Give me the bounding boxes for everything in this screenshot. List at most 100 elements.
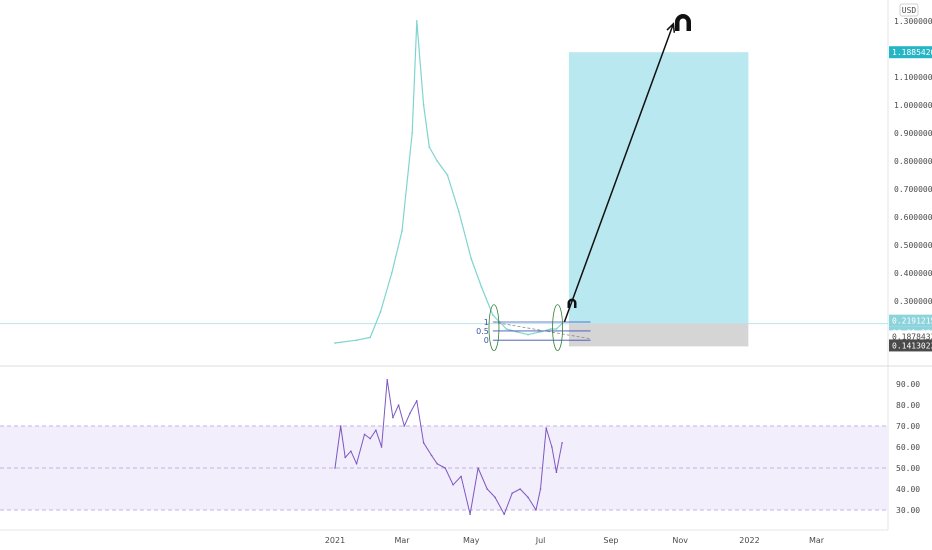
price-point xyxy=(555,328,558,330)
rsi-point xyxy=(511,492,513,495)
time-tick-label: 2022 xyxy=(739,536,759,545)
level-price-tag-bg[interactable] xyxy=(889,330,932,343)
rsi-point xyxy=(436,463,439,465)
price-point xyxy=(428,146,431,148)
rsi-point xyxy=(519,488,521,490)
projection-arrow[interactable] xyxy=(563,23,675,323)
rsi-point xyxy=(535,509,537,511)
rsi-point xyxy=(397,404,400,406)
time-tick-label: Sep xyxy=(603,536,618,545)
price-tick-label: 0.30000000 xyxy=(894,297,932,306)
rsi-point xyxy=(350,450,352,453)
rsi-point xyxy=(355,463,358,465)
price-tick-label: 0.40000000 xyxy=(894,269,932,278)
rsi-axis[interactable]: 90.00 80.00 70.00 60.00 50.00 40.00 30.00 xyxy=(896,380,920,515)
stop-zone[interactable] xyxy=(568,323,749,347)
price-tick-label: 1.10000000 xyxy=(894,73,932,82)
currency-label: USD xyxy=(902,6,917,15)
low-price-tag: 0.14130231 xyxy=(892,341,932,350)
price-point xyxy=(422,104,425,106)
price-pane[interactable]: 10.50 xyxy=(0,20,888,352)
rsi-tick-label: 70.00 xyxy=(896,422,920,431)
price-point xyxy=(379,311,382,314)
target-zone[interactable] xyxy=(568,52,749,324)
price-point xyxy=(369,336,372,339)
rsi-point xyxy=(545,427,548,429)
rsi-point xyxy=(334,467,336,469)
price-tick-label: 1.30000000 xyxy=(894,17,932,26)
price-point xyxy=(355,339,358,342)
rsi-point xyxy=(415,400,418,402)
rsi-point xyxy=(561,442,563,444)
target-price-tag: 1.18854201 xyxy=(892,48,932,57)
price-point xyxy=(505,328,508,330)
rsi-point xyxy=(494,496,496,499)
price-axis[interactable]: 1.30000000 1.10000000 1.00000000 0.90000000… xyxy=(889,17,932,352)
price-point xyxy=(415,20,418,22)
time-tick-label: 2021 xyxy=(325,536,345,545)
rsi-point xyxy=(409,412,411,415)
rsi-point xyxy=(527,496,529,499)
price-point xyxy=(390,272,393,274)
rsi-tick-label: 60.00 xyxy=(896,443,920,452)
rsi-point xyxy=(380,446,383,448)
price-point xyxy=(491,314,494,316)
rsi-tick-label: 40.00 xyxy=(896,485,920,494)
rsi-point xyxy=(503,513,506,515)
level-price-tag: 0.18784338 xyxy=(892,332,932,341)
fib-level-label: 1 xyxy=(484,318,489,327)
price-point xyxy=(470,258,473,260)
price-point xyxy=(527,333,529,336)
rsi-point xyxy=(392,416,394,419)
rsi-tick-label: 50.00 xyxy=(896,464,920,473)
price-point xyxy=(446,174,449,176)
current-price-tag: 0.21912157 xyxy=(892,317,932,326)
price-tick-label: 0.70000000 xyxy=(894,185,932,194)
rsi-point xyxy=(363,433,366,436)
price-tick-label: 0.50000000 xyxy=(894,241,932,250)
rsi-tick-label: 90.00 xyxy=(896,380,920,389)
price-point xyxy=(401,230,403,232)
rsi-point xyxy=(477,467,479,469)
time-tick-label: Mar xyxy=(394,536,410,545)
price-point xyxy=(549,328,552,330)
rsi-point xyxy=(339,425,342,427)
time-tick-label: Jul xyxy=(535,536,546,545)
low-price-tag-bg[interactable] xyxy=(889,339,932,352)
price-point xyxy=(457,210,460,213)
rsi-point xyxy=(344,456,347,459)
time-tick-label: Nov xyxy=(672,536,688,545)
rsi-point xyxy=(422,442,425,444)
time-axis[interactable]: 2021 Mar May Jul Sep Nov 2022 Mar xyxy=(325,536,825,545)
magnet-icon xyxy=(675,14,691,31)
rsi-point xyxy=(430,454,433,457)
rsi-pane[interactable] xyxy=(0,379,888,515)
rsi-point xyxy=(486,488,488,490)
price-tick-label: 0.60000000 xyxy=(894,213,932,222)
rsi-point xyxy=(369,437,372,440)
fib-level-label: 0.5 xyxy=(476,327,489,336)
fib-trend-line xyxy=(492,321,591,340)
magnet-icon xyxy=(567,298,577,308)
rsi-point xyxy=(375,429,377,432)
rsi-point xyxy=(444,467,446,469)
target-price-tag-bg[interactable] xyxy=(889,46,932,59)
rsi-point xyxy=(386,379,389,381)
rsi-point xyxy=(452,484,454,486)
time-tick-label: Mar xyxy=(809,536,825,545)
price-tick-label: 0.80000000 xyxy=(894,157,932,166)
rsi-point xyxy=(551,446,553,448)
price-point xyxy=(480,286,483,288)
fib-level-label: 0 xyxy=(484,336,489,345)
currency-badge[interactable] xyxy=(899,3,919,17)
price-point xyxy=(334,342,336,344)
rsi-point xyxy=(460,475,462,478)
pattern-ellipse[interactable] xyxy=(488,304,500,352)
current-price-tag-bg[interactable] xyxy=(889,314,932,327)
projection-arrow-head xyxy=(666,22,676,33)
price-tick-label: 0.90000000 xyxy=(894,129,932,138)
pattern-ellipse[interactable] xyxy=(552,304,563,352)
price-point xyxy=(436,160,439,162)
time-tick-label: May xyxy=(463,536,480,545)
